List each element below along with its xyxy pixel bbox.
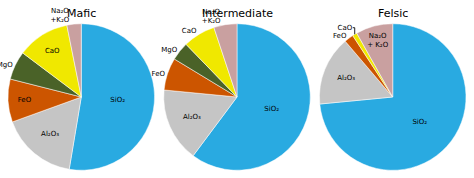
svg-text:CaO: CaO (182, 27, 197, 35)
svg-text:Al₂O₃: Al₂O₃ (41, 130, 59, 138)
svg-text:Mafic: Mafic (67, 7, 96, 20)
svg-text:Na₂O+K₂O: Na₂O+K₂O (202, 8, 221, 25)
svg-text:FeO: FeO (18, 96, 32, 104)
svg-text:CaO: CaO (45, 47, 60, 55)
svg-text:FeO: FeO (333, 32, 347, 40)
svg-text:SiO₂: SiO₂ (412, 118, 427, 126)
svg-text:Na₂O+ K₂O: Na₂O+ K₂O (367, 32, 388, 49)
svg-text:Al₂O₃: Al₂O₃ (337, 74, 355, 82)
svg-text:SiO₂: SiO₂ (110, 96, 125, 104)
svg-text:MgO: MgO (161, 46, 177, 54)
svg-text:CaO: CaO (338, 24, 353, 32)
svg-text:MgO: MgO (0, 61, 13, 69)
svg-text:SiO₂: SiO₂ (264, 105, 279, 113)
svg-text:Intermediate: Intermediate (202, 7, 273, 20)
svg-text:Al₂O₃: Al₂O₃ (183, 113, 201, 121)
svg-text:FeO: FeO (152, 70, 166, 78)
svg-text:Felsic: Felsic (378, 7, 408, 20)
svg-text:Na₂O+K₂O: Na₂O+K₂O (50, 7, 69, 24)
